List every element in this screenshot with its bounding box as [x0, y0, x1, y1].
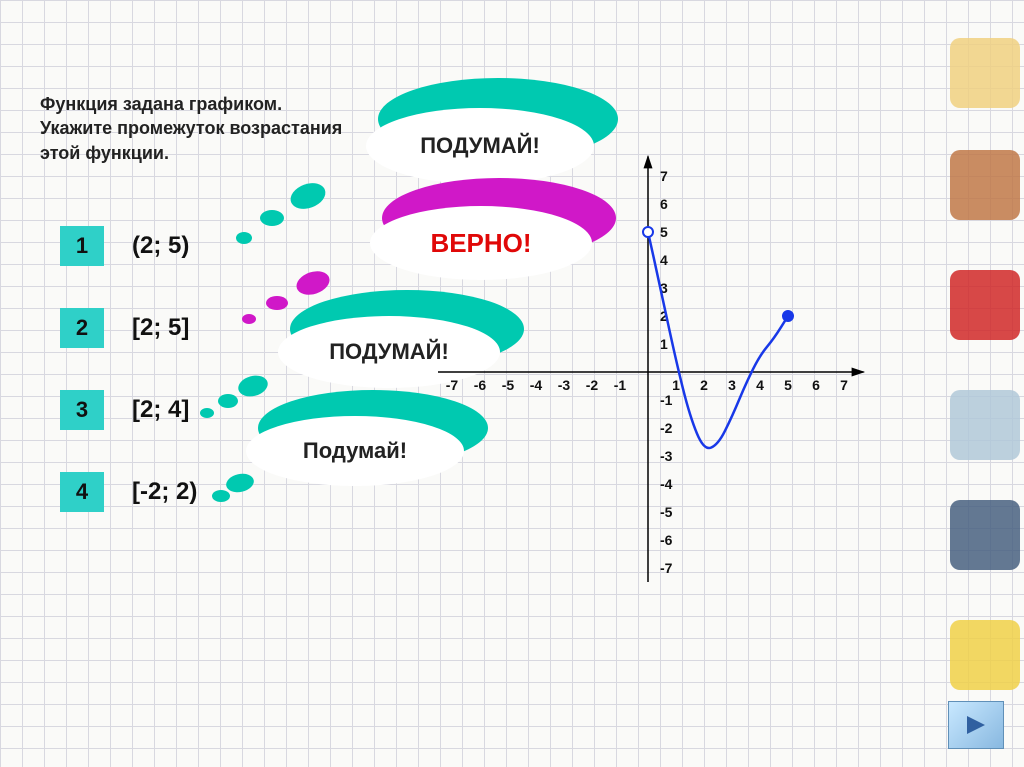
svg-text:6: 6 [660, 196, 668, 212]
svg-text:-6: -6 [660, 532, 673, 548]
svg-text:-2: -2 [660, 420, 673, 436]
sidebar-decoration-6 [950, 620, 1020, 690]
svg-text:7: 7 [660, 168, 668, 184]
question-line1: Функция задана графиком. [40, 94, 282, 114]
svg-text:1: 1 [660, 336, 668, 352]
sidebar-decoration-5 [950, 500, 1020, 570]
option-2[interactable]: 2 [2; 5] [60, 308, 197, 348]
bubble-3-tail [200, 408, 214, 418]
option-2-number: 2 [60, 308, 104, 348]
bubble-4-tail [224, 471, 255, 494]
option-2-text: [2; 5] [132, 314, 189, 342]
sidebar-decoration-1 [950, 38, 1020, 108]
bubble-2-tail [293, 267, 332, 298]
svg-text:1: 1 [672, 377, 680, 393]
option-3-number: 3 [60, 390, 104, 430]
svg-text:-5: -5 [660, 504, 673, 520]
option-3-text: [2; 4] [132, 396, 189, 424]
option-3[interactable]: 3 [2; 4] [60, 390, 197, 430]
bubble-4-label: Подумай! [303, 438, 407, 464]
svg-text:-3: -3 [660, 448, 673, 464]
next-button[interactable] [948, 701, 1004, 749]
svg-text:2: 2 [700, 377, 708, 393]
svg-text:-2: -2 [586, 377, 599, 393]
question-line3: этой функции. [40, 143, 169, 163]
svg-text:4: 4 [660, 252, 668, 268]
svg-text:-6: -6 [474, 377, 487, 393]
option-4[interactable]: 4 [-2; 2) [60, 472, 197, 512]
bubble-1-tail [236, 232, 252, 244]
option-1-text: (2; 5) [132, 232, 189, 260]
svg-text:-5: -5 [502, 377, 515, 393]
question-text: Функция задана графиком. Укажите промежу… [40, 92, 370, 165]
decorative-sidebar [946, 0, 1024, 767]
sidebar-decoration-3 [950, 270, 1020, 340]
bubble-1-tail [287, 179, 329, 214]
sidebar-decoration-2 [950, 150, 1020, 220]
bubble-4-tail [212, 490, 230, 502]
svg-text:5: 5 [784, 377, 792, 393]
option-1-number: 1 [60, 226, 104, 266]
svg-text:-7: -7 [660, 560, 673, 576]
function-chart: -7-6-5-4-3-2-112345671234567-1-2-3-4-5-6… [396, 64, 956, 624]
bubble-1-tail [260, 210, 284, 226]
bubble-2-tail [266, 296, 288, 310]
bubble-3-tail [218, 394, 238, 408]
svg-text:-4: -4 [530, 377, 543, 393]
question-line2: Укажите промежуток возрастания [40, 118, 342, 138]
svg-text:4: 4 [756, 377, 764, 393]
svg-text:-7: -7 [446, 377, 459, 393]
option-1[interactable]: 1 (2; 5) [60, 226, 197, 266]
svg-text:-4: -4 [660, 476, 673, 492]
svg-text:5: 5 [660, 224, 668, 240]
bubble-3-tail [236, 372, 270, 399]
option-4-number: 4 [60, 472, 104, 512]
svg-text:3: 3 [728, 377, 736, 393]
sidebar-decoration-4 [950, 390, 1020, 460]
bubble-2-tail [242, 314, 256, 324]
svg-text:-1: -1 [660, 392, 673, 408]
arrow-right-icon [961, 710, 991, 740]
svg-text:7: 7 [840, 377, 848, 393]
svg-text:-1: -1 [614, 377, 627, 393]
svg-text:-3: -3 [558, 377, 571, 393]
option-4-text: [-2; 2) [132, 478, 197, 506]
answer-options: 1 (2; 5) 2 [2; 5] 3 [2; 4] 4 [-2; 2) [60, 226, 197, 554]
svg-text:6: 6 [812, 377, 820, 393]
